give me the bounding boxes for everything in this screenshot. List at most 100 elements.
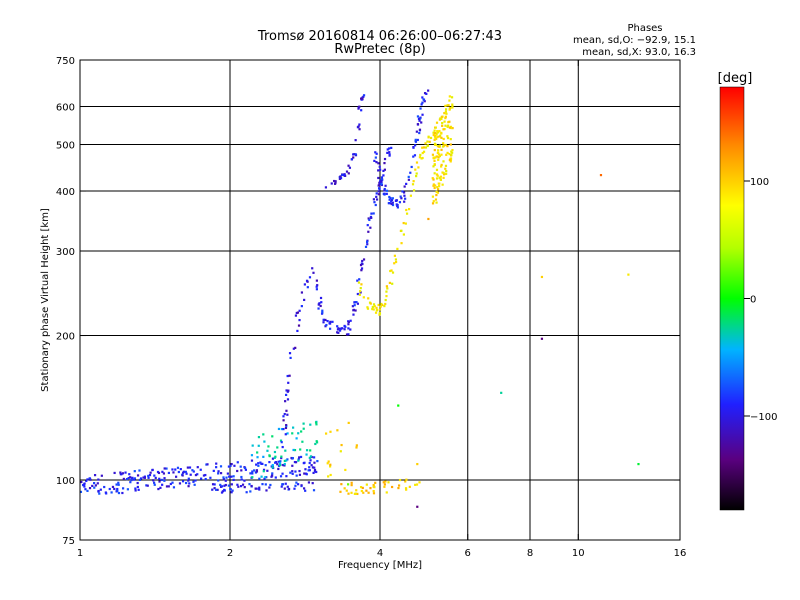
data-point	[388, 198, 391, 201]
data-point	[440, 148, 443, 151]
data-point	[451, 105, 454, 108]
data-point	[240, 478, 243, 481]
data-point	[361, 262, 364, 266]
phases-line-o: mean, sd,O: −92.9, 15.1	[573, 35, 696, 46]
plot-area: 1 2 4 6 8 10 16 75 100 200 300 400 500 600 750	[56, 56, 686, 559]
data-point	[283, 464, 286, 467]
data-point	[93, 486, 96, 489]
data-point	[147, 476, 150, 479]
data-point	[286, 398, 290, 401]
data-point	[260, 475, 263, 478]
data-point	[418, 128, 422, 131]
data-point	[365, 483, 368, 486]
data-point	[375, 195, 378, 198]
data-point	[216, 488, 219, 491]
x-tick-label: 8	[527, 548, 533, 559]
data-point	[347, 164, 350, 167]
data-point	[261, 462, 264, 466]
axis-ticks: 1 2 4 6 8 10 16 75 100 200 300 400 500 600 750	[56, 56, 686, 559]
data-point	[437, 158, 440, 161]
data-point	[167, 471, 171, 475]
data-point	[266, 449, 269, 452]
data-point	[129, 481, 132, 484]
data-point	[372, 489, 375, 493]
data-point	[310, 464, 313, 467]
data-point	[211, 488, 214, 491]
data-point	[286, 458, 289, 461]
data-point	[297, 459, 300, 462]
data-point	[329, 430, 332, 433]
data-point	[434, 198, 438, 201]
data-point	[397, 404, 400, 407]
data-point	[379, 168, 382, 171]
data-point	[373, 486, 376, 489]
data-point	[398, 478, 402, 482]
data-point	[262, 470, 265, 473]
data-point	[419, 107, 422, 110]
data-point	[306, 286, 309, 289]
data-point	[362, 94, 366, 97]
data-point	[447, 124, 450, 127]
data-point	[285, 389, 288, 392]
data-point	[308, 466, 311, 469]
data-point	[250, 484, 253, 488]
data-point	[422, 150, 426, 153]
data-point	[450, 153, 453, 157]
data-point	[251, 444, 254, 447]
data-point	[448, 120, 451, 123]
data-point	[331, 320, 334, 323]
data-point	[360, 109, 363, 112]
data-point	[417, 117, 421, 121]
data-point	[433, 138, 436, 141]
data-point	[154, 476, 157, 480]
data-point	[86, 489, 89, 492]
data-point	[100, 474, 103, 477]
data-point	[169, 482, 172, 486]
data-point	[243, 486, 246, 489]
data-point	[361, 486, 364, 490]
data-point	[378, 187, 381, 190]
data-point	[217, 479, 220, 482]
data-point	[415, 174, 418, 178]
data-point	[434, 184, 437, 187]
data-point	[165, 467, 168, 470]
data-point	[291, 464, 294, 467]
data-point	[437, 153, 441, 156]
data-point	[222, 478, 225, 481]
data-point	[148, 473, 152, 477]
data-point	[377, 169, 380, 172]
data-point	[136, 474, 140, 477]
data-point	[448, 158, 451, 162]
x-tick-label: 4	[377, 548, 383, 559]
data-point	[380, 176, 384, 179]
data-point	[378, 165, 381, 168]
data-point	[444, 124, 447, 127]
data-point	[359, 290, 362, 293]
data-point	[282, 427, 285, 431]
data-point	[277, 460, 280, 463]
data-point	[117, 491, 121, 495]
data-point	[113, 487, 116, 491]
data-point	[143, 476, 147, 479]
data-point	[172, 486, 176, 489]
data-point	[236, 461, 239, 464]
data-point	[442, 171, 445, 175]
data-point	[347, 327, 350, 330]
data-point	[159, 486, 162, 489]
data-point	[108, 487, 111, 491]
data-point	[388, 147, 391, 150]
data-point	[391, 201, 394, 204]
data-point	[286, 413, 289, 416]
data-point	[281, 483, 285, 486]
data-point	[276, 463, 279, 466]
data-point	[321, 309, 324, 312]
data-point	[223, 484, 226, 487]
data-point	[320, 301, 323, 304]
data-point	[409, 171, 412, 174]
data-point	[451, 151, 454, 154]
data-point	[298, 469, 301, 473]
data-point	[434, 156, 437, 159]
data-point	[121, 472, 125, 475]
data-point	[405, 182, 408, 186]
data-point	[372, 212, 375, 215]
